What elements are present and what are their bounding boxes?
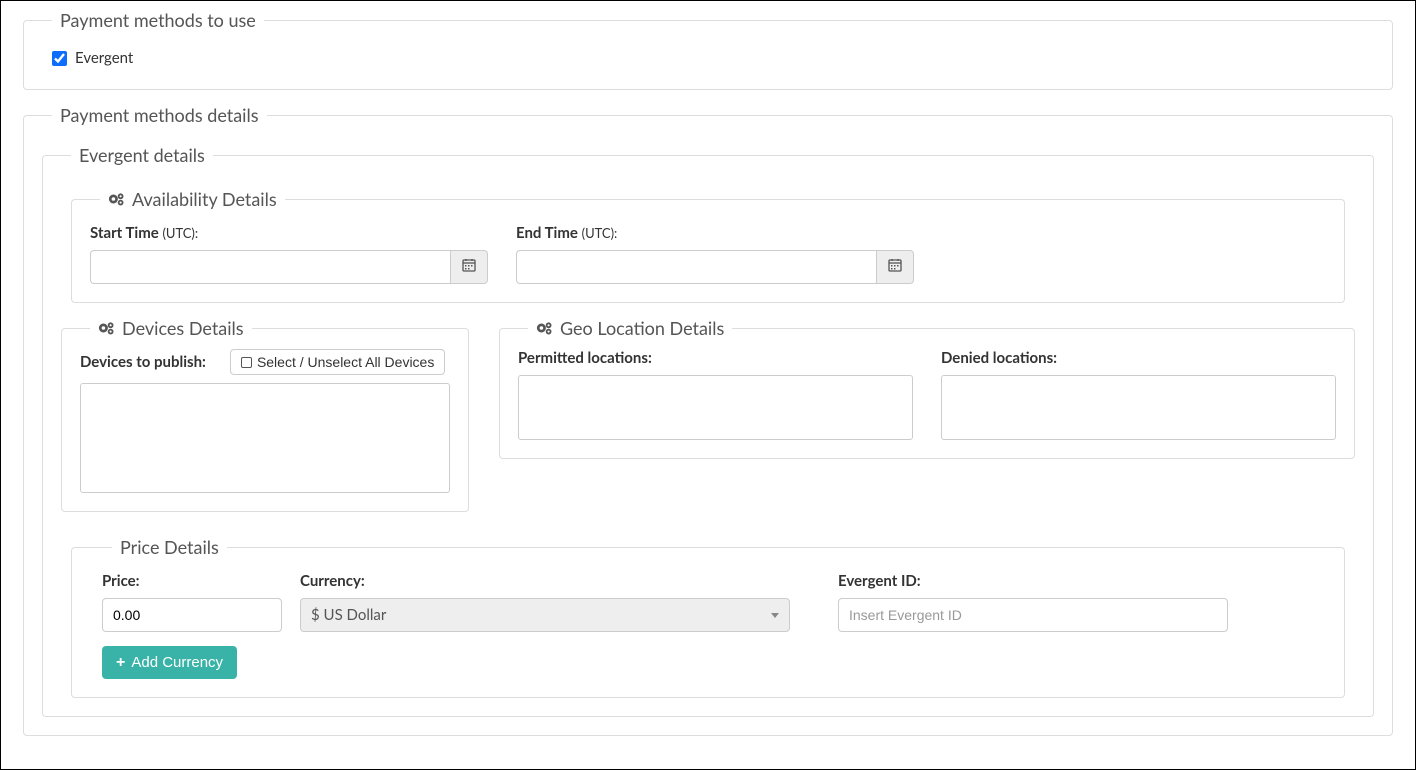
geo-location-details-fieldset: Geo Location Details Permitted locations… [499, 317, 1355, 459]
currency-select[interactable]: $ US Dollar [300, 598, 790, 632]
end-time-label: End Time (UTC): [516, 224, 914, 242]
chevron-down-icon [771, 613, 779, 618]
evergent-id-label: Evergent ID: [838, 572, 1228, 590]
devices-multiselect[interactable] [80, 383, 450, 493]
price-label: Price: [102, 572, 282, 590]
payment-methods-details-fieldset: Payment methods details Evergent details… [23, 104, 1393, 736]
add-currency-button[interactable]: + Add Currency [102, 646, 237, 679]
permitted-locations-group: Permitted locations: [518, 349, 913, 440]
price-input[interactable] [102, 598, 282, 632]
select-all-devices-button[interactable]: Select / Unselect All Devices [230, 349, 445, 375]
evergent-checkbox[interactable] [52, 51, 67, 66]
evergent-details-fieldset: Evergent details Availability Details St… [42, 144, 1374, 717]
currency-selected-value: $ US Dollar [311, 606, 386, 624]
start-time-input[interactable] [90, 250, 450, 284]
currency-label: Currency: [300, 572, 790, 590]
availability-details-legend: Availability Details [100, 188, 285, 210]
availability-details-fieldset: Availability Details Start Time (UTC): [71, 188, 1345, 303]
denied-locations-group: Denied locations: [941, 349, 1336, 440]
evergent-id-input[interactable] [838, 598, 1228, 632]
currency-group: Currency: $ US Dollar [300, 572, 790, 632]
devices-to-publish-label: Devices to publish: [80, 353, 206, 371]
start-time-calendar-button[interactable] [450, 250, 488, 284]
evergent-checkbox-row: Evergent [42, 41, 1374, 71]
gears-icon [536, 320, 554, 336]
evergent-id-group: Evergent ID: [838, 572, 1228, 632]
plus-icon: + [116, 655, 125, 671]
calendar-icon [462, 258, 476, 276]
payment-methods-to-use-fieldset: Payment methods to use Evergent [23, 9, 1393, 90]
evergent-checkbox-label: Evergent [75, 49, 133, 67]
devices-details-legend: Devices Details [90, 317, 252, 339]
start-time-label: Start Time (UTC): [90, 224, 488, 242]
gears-icon [98, 320, 116, 336]
payment-methods-to-use-legend: Payment methods to use [52, 9, 264, 31]
square-icon [241, 357, 252, 368]
calendar-icon [888, 258, 902, 276]
end-time-calendar-button[interactable] [876, 250, 914, 284]
payment-methods-details-legend: Payment methods details [52, 104, 267, 126]
end-time-group: End Time (UTC): [516, 224, 914, 284]
evergent-details-legend: Evergent details [71, 144, 213, 166]
start-time-group: Start Time (UTC): [90, 224, 488, 284]
denied-locations-input[interactable] [941, 375, 1336, 440]
devices-details-fieldset: Devices Details Devices to publish: Sele… [61, 317, 469, 512]
price-group: Price: [102, 572, 282, 632]
permitted-locations-input[interactable] [518, 375, 913, 440]
price-details-legend: Price Details [112, 536, 227, 558]
permitted-locations-label: Permitted locations: [518, 349, 913, 367]
price-details-fieldset: Price Details Price: Currency: $ US Doll… [71, 536, 1345, 698]
gears-icon [108, 191, 126, 207]
geo-location-details-legend: Geo Location Details [528, 317, 732, 339]
denied-locations-label: Denied locations: [941, 349, 1336, 367]
end-time-input[interactable] [516, 250, 876, 284]
